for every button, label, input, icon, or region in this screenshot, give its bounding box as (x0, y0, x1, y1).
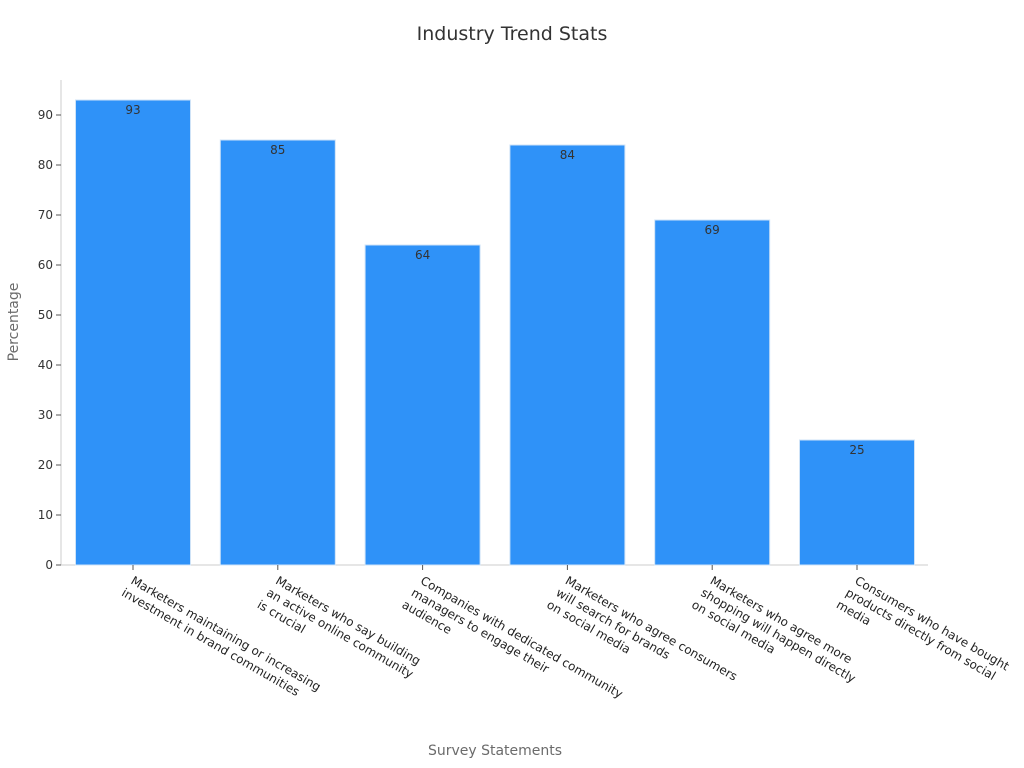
bar (75, 99, 191, 566)
y-tick-label: 50 (38, 308, 53, 322)
bar-data-label: 64 (415, 248, 430, 262)
x-tick-label-line: Consumers who have bought (853, 573, 1012, 673)
bar (654, 219, 771, 566)
y-tick-label: 10 (38, 508, 53, 522)
bar-data-label: 93 (125, 103, 140, 117)
y-tick-label: 20 (38, 458, 53, 472)
bar-data-label: 25 (849, 443, 864, 457)
y-tick-label: 80 (38, 158, 53, 172)
bar-data-label: 69 (705, 223, 720, 237)
bars-group: 93 85 64 84 69 25 (75, 99, 915, 566)
y-tick-label: 0 (45, 558, 53, 572)
y-tick-label: 90 (38, 108, 53, 122)
bar (219, 139, 336, 566)
x-tick-label-line: products directly from social (843, 585, 998, 682)
x-tick-label-line: managers to engage their (409, 585, 552, 675)
y-axis-title: Percentage (6, 283, 22, 362)
y-tick-label: 30 (38, 408, 53, 422)
x-axis-ticks: Marketers maintaining or increasinginves… (119, 565, 1012, 701)
y-axis-ticks: 0 10 20 30 40 50 60 70 80 90 (38, 108, 61, 572)
chart-title: Industry Trend Stats (417, 23, 608, 45)
x-axis-title: Survey Statements (428, 743, 562, 759)
bar (509, 144, 626, 566)
bar (799, 439, 915, 566)
y-tick-label: 40 (38, 358, 53, 372)
bar-data-label: 84 (560, 148, 575, 162)
y-tick-label: 70 (38, 208, 53, 222)
y-tick-label: 60 (38, 258, 53, 272)
bar-data-label: 85 (270, 143, 285, 157)
bar (364, 244, 481, 566)
